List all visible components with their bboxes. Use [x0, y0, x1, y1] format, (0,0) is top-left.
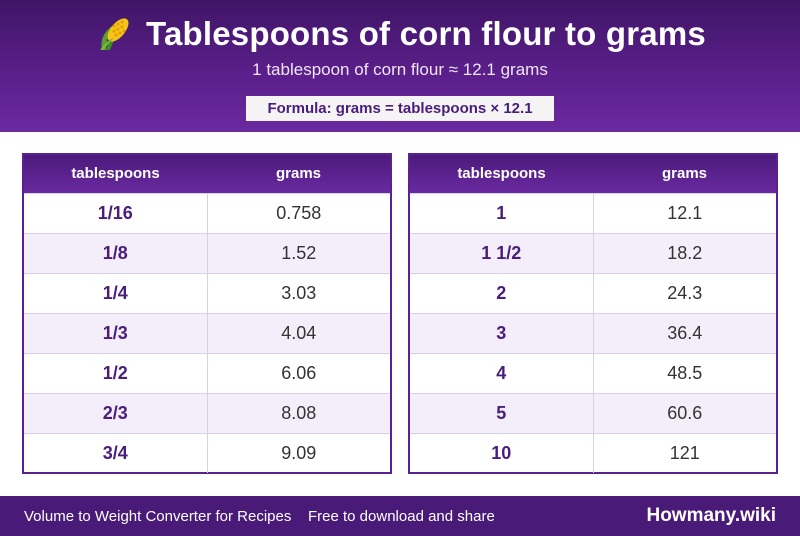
- grams-cell: 121: [592, 432, 776, 473]
- table-header-row: tablespoons grams: [410, 155, 776, 193]
- table-row: 1/3 4.04: [24, 312, 390, 353]
- tablespoons-cell: 3: [410, 312, 593, 353]
- tablespoons-cell: 1: [410, 192, 593, 233]
- tablespoons-cell: 1 1/2: [410, 232, 593, 273]
- corn-icon: [94, 14, 134, 54]
- grams-cell: 6.06: [206, 352, 390, 393]
- tablespoons-cell: 3/4: [24, 432, 207, 473]
- tablespoons-cell: 1/8: [24, 232, 207, 273]
- tablespoons-cell: 1/2: [24, 352, 207, 393]
- grams-cell: 12.1: [592, 192, 776, 233]
- table-row: 3 36.4: [410, 312, 776, 353]
- table-row: 3/4 9.09: [24, 432, 390, 473]
- tablespoons-cell: 10: [410, 432, 593, 473]
- subtitle: 1 tablespoon of corn flour ≈ 12.1 grams: [252, 60, 548, 79]
- grams-cell: 18.2: [592, 232, 776, 273]
- grams-cell: 1.52: [206, 232, 390, 273]
- grams-cell: 0.758: [206, 192, 390, 233]
- tablespoons-cell: 2/3: [24, 392, 207, 433]
- page-title: Tablespoons of corn flour to grams: [146, 15, 706, 52]
- tablespoons-cell: 1/16: [24, 192, 207, 233]
- table-row: 1/16 0.758: [24, 192, 390, 233]
- tablespoons-cell: 2: [410, 272, 593, 313]
- table-row: 1/4 3.03: [24, 272, 390, 313]
- grams-cell: 24.3: [592, 272, 776, 313]
- tablespoons-cell: 5: [410, 392, 593, 433]
- column-header-tablespoons: tablespoons: [410, 155, 593, 193]
- tablespoons-cell: 1/3: [24, 312, 207, 353]
- table-row: 1 1/2 18.2: [410, 232, 776, 273]
- tablespoons-cell: 1/4: [24, 272, 207, 313]
- formula-badge: Formula: grams = tablespoons × 12.1: [246, 96, 554, 121]
- table-row: 4 48.5: [410, 352, 776, 393]
- tablespoons-cell: 4: [410, 352, 593, 393]
- table-row: 2 24.3: [410, 272, 776, 313]
- table-row: 1/2 6.06: [24, 352, 390, 393]
- table-row: 2/3 8.08: [24, 392, 390, 433]
- column-header-grams: grams: [593, 155, 776, 193]
- table-row: 1 12.1: [410, 192, 776, 233]
- conversion-table-left: tablespoons grams 1/16 0.758 1/8 1.52 1/…: [22, 153, 392, 474]
- brand-logo[interactable]: Howmany.wiki: [646, 505, 776, 526]
- column-header-grams: grams: [207, 155, 390, 193]
- column-header-tablespoons: tablespoons: [24, 155, 207, 193]
- table-header-row: tablespoons grams: [24, 155, 390, 193]
- grams-cell: 48.5: [592, 352, 776, 393]
- table-row: 1/8 1.52: [24, 232, 390, 273]
- conversion-table-right: tablespoons grams 1 12.1 1 1/2 18.2 2 24…: [408, 153, 778, 474]
- footer-share-text: Free to download and share: [308, 508, 495, 525]
- grams-cell: 8.08: [206, 392, 390, 433]
- grams-cell: 36.4: [592, 312, 776, 353]
- grams-cell: 3.03: [206, 272, 390, 313]
- grams-cell: 60.6: [592, 392, 776, 433]
- title-row: Tablespoons of corn flour to grams: [0, 12, 800, 56]
- footer-bar: Volume to Weight Converter for Recipes F…: [0, 496, 800, 536]
- header-banner: Tablespoons of corn flour to grams 1 tab…: [0, 0, 800, 132]
- footer-description: Volume to Weight Converter for Recipes: [24, 508, 292, 525]
- grams-cell: 4.04: [206, 312, 390, 353]
- table-row: 5 60.6: [410, 392, 776, 433]
- table-row: 10 121: [410, 432, 776, 473]
- grams-cell: 9.09: [206, 432, 390, 473]
